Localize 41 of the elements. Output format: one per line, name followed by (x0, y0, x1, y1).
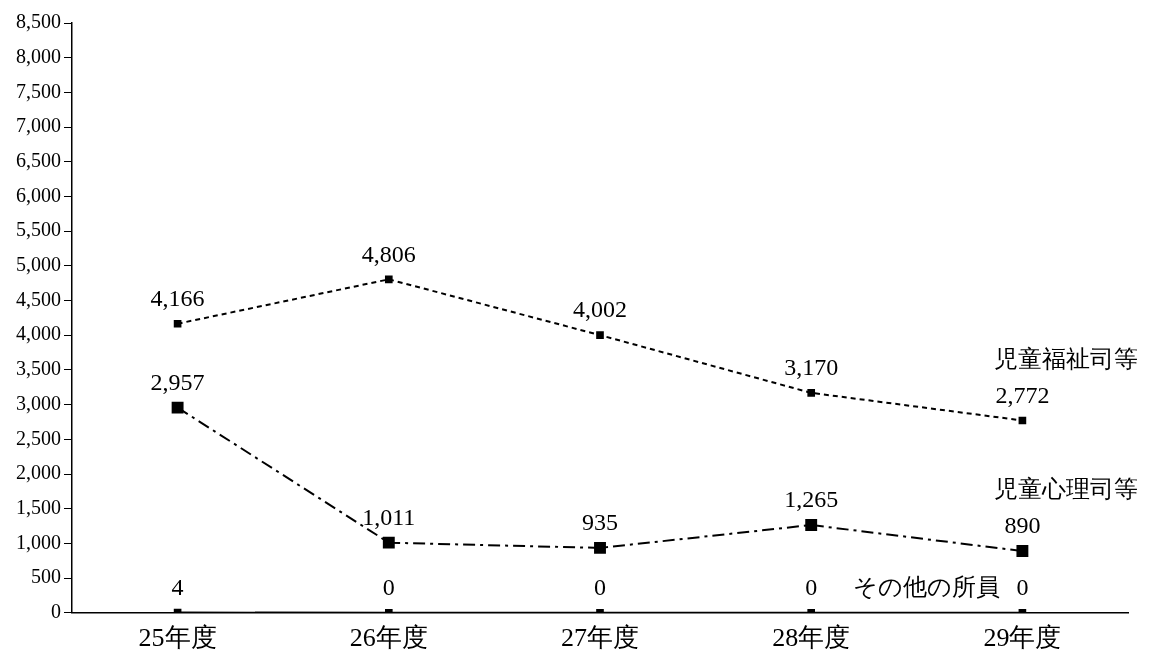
y-tick-label: 3,000 (16, 391, 61, 414)
data-label: 4,166 (150, 285, 205, 312)
y-tick-label: 1,000 (16, 530, 61, 553)
y-tick-label: 500 (31, 565, 61, 588)
data-label: 1,265 (784, 486, 839, 513)
y-tick-label: 1,500 (16, 495, 61, 518)
x-tick-label: 29年度 (983, 623, 1062, 653)
series-label: 児童心理司等 (994, 476, 1138, 503)
data-label: 2,772 (995, 381, 1050, 408)
x-tick-label: 28年度 (772, 623, 851, 653)
data-label: 935 (582, 509, 618, 536)
data-label: 0 (805, 574, 818, 601)
y-tick-label: 2,000 (16, 461, 61, 484)
y-tick-label: 8,000 (16, 44, 61, 67)
y-tick-label: 5,500 (16, 218, 61, 241)
y-tick-label: 7,000 (16, 114, 61, 137)
y-tick-label: 5,000 (16, 253, 61, 276)
series-label: その他の所員 (853, 574, 1001, 601)
data-label: 3,170 (784, 354, 839, 381)
data-label: 4,806 (361, 240, 416, 267)
data-label: 2,957 (150, 368, 205, 395)
data-label: 0 (1016, 574, 1029, 601)
data-label: 4,002 (573, 296, 627, 323)
series-label: 児童福祉司等 (994, 345, 1138, 372)
y-tick-label: 0 (51, 600, 61, 623)
y-tick-label: 7,500 (16, 79, 61, 102)
data-label: 0 (594, 574, 606, 601)
y-tick-label: 4,000 (16, 322, 61, 345)
data-label: 4 (171, 573, 184, 600)
y-tick-label: 6,500 (16, 149, 61, 172)
data-label: 0 (382, 574, 395, 601)
x-tick-label: 26年度 (349, 623, 428, 653)
y-tick-label: 6,000 (16, 183, 61, 206)
y-tick-label: 2,500 (16, 426, 61, 449)
data-label: 1,011 (362, 503, 416, 530)
y-tick-label: 4,500 (16, 287, 61, 310)
y-tick-label: 8,500 (16, 10, 61, 33)
x-tick-label: 25年度 (138, 623, 217, 653)
x-tick-label: 27年度 (561, 623, 639, 653)
data-label: 890 (1004, 512, 1041, 539)
y-tick-label: 3,500 (16, 357, 61, 380)
